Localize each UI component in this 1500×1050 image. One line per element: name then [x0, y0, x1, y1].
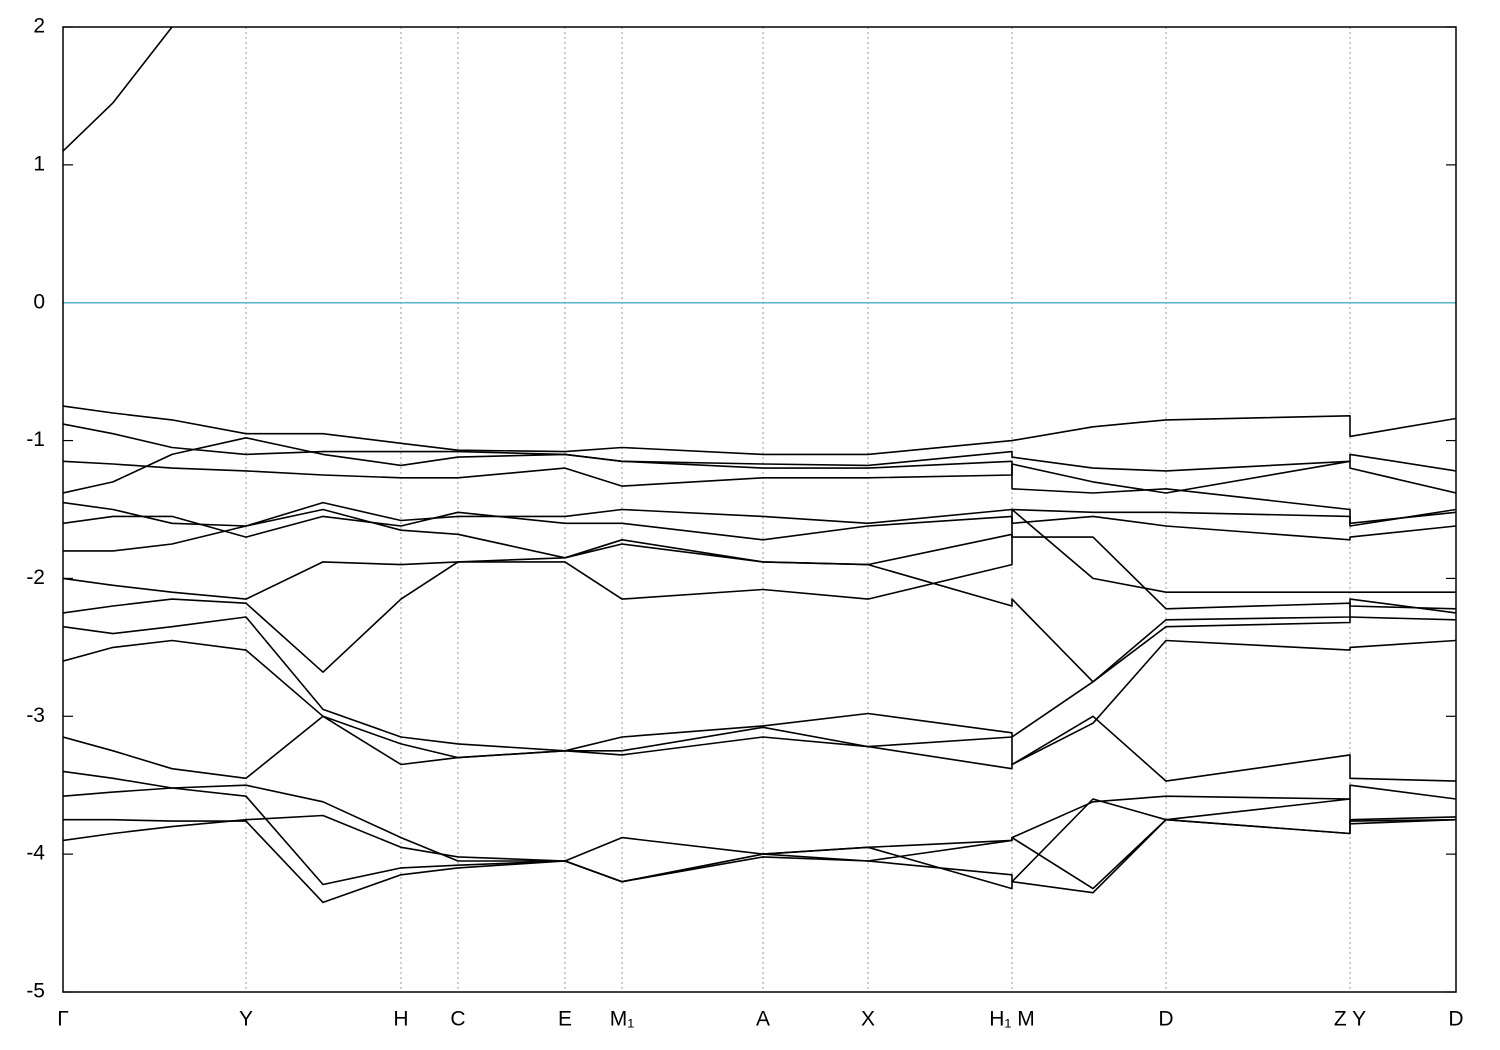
band: [63, 798, 1456, 904]
band: [63, 508, 1456, 600]
x-tick-label: D: [1448, 1008, 1463, 1031]
band: [63, 460, 1456, 494]
band: [63, 616, 1456, 752]
x-tick-label: H: [393, 1008, 408, 1031]
band: [63, 639, 1456, 766]
band: [63, 814, 1456, 890]
band: [63, 508, 1456, 610]
x-tick-label: E: [558, 1008, 572, 1031]
x-tick-label: M₁: [610, 1008, 635, 1031]
x-tick-label: A: [756, 1008, 770, 1031]
y-tick-label: -1: [26, 428, 45, 451]
band: [63, 715, 1456, 782]
band: [63, 770, 1456, 862]
band: [63, 501, 1456, 527]
y-tick-label: -3: [26, 704, 45, 727]
x-tick-label: Γ: [57, 1008, 69, 1031]
y-tick-label: 1: [33, 152, 45, 175]
band: [63, 405, 1456, 456]
band: [63, 27, 173, 152]
x-tick-label: C: [450, 1008, 465, 1031]
band: [63, 437, 1456, 527]
y-tick-label: -4: [26, 842, 45, 865]
x-tick-label: Z Y: [1334, 1008, 1366, 1031]
y-tick-label: 0: [33, 290, 45, 313]
y-tick-label: -5: [26, 980, 45, 1003]
x-tick-label: X: [861, 1008, 875, 1031]
x-tick-label: D: [1158, 1008, 1173, 1031]
plot-frame: [62, 26, 1457, 993]
band: [63, 423, 1456, 472]
y-tick-label: -2: [26, 566, 45, 589]
band: [63, 543, 1456, 683]
x-tick-label: Y: [239, 1008, 253, 1031]
y-tick-label: 2: [33, 15, 45, 38]
x-tick-label: H₁ M: [989, 1008, 1035, 1031]
band: [63, 511, 1456, 541]
band: [63, 787, 1456, 894]
